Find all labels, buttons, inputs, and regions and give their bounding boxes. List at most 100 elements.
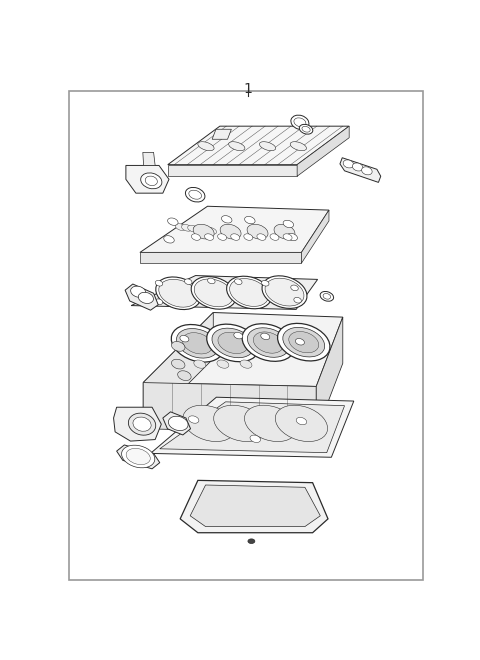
Ellipse shape xyxy=(192,234,201,240)
Ellipse shape xyxy=(259,142,276,150)
Ellipse shape xyxy=(275,405,328,442)
Ellipse shape xyxy=(183,405,235,442)
Ellipse shape xyxy=(206,228,216,234)
Ellipse shape xyxy=(261,333,270,340)
Ellipse shape xyxy=(240,360,252,368)
Ellipse shape xyxy=(227,276,272,309)
Ellipse shape xyxy=(145,176,157,185)
Ellipse shape xyxy=(244,405,297,442)
Ellipse shape xyxy=(242,324,295,361)
Ellipse shape xyxy=(262,280,269,286)
Ellipse shape xyxy=(294,298,301,303)
Polygon shape xyxy=(125,284,158,310)
Ellipse shape xyxy=(217,234,227,240)
Ellipse shape xyxy=(182,333,213,354)
Ellipse shape xyxy=(323,294,331,299)
Polygon shape xyxy=(180,480,328,533)
Ellipse shape xyxy=(289,331,319,353)
Polygon shape xyxy=(297,126,349,176)
Polygon shape xyxy=(212,129,231,139)
Ellipse shape xyxy=(200,227,210,234)
Polygon shape xyxy=(190,485,320,527)
Ellipse shape xyxy=(126,448,150,465)
Ellipse shape xyxy=(177,329,218,358)
Ellipse shape xyxy=(248,539,255,544)
Polygon shape xyxy=(160,402,345,453)
Polygon shape xyxy=(140,253,301,263)
Ellipse shape xyxy=(164,236,174,243)
Ellipse shape xyxy=(262,276,307,308)
Ellipse shape xyxy=(296,417,307,425)
Ellipse shape xyxy=(352,163,363,171)
Ellipse shape xyxy=(320,292,334,301)
Ellipse shape xyxy=(198,142,214,150)
Ellipse shape xyxy=(191,277,236,309)
Polygon shape xyxy=(143,152,155,166)
Ellipse shape xyxy=(155,280,163,286)
Ellipse shape xyxy=(212,328,254,358)
Ellipse shape xyxy=(291,115,309,129)
Ellipse shape xyxy=(159,279,198,307)
Ellipse shape xyxy=(361,167,372,175)
Polygon shape xyxy=(117,445,160,469)
Ellipse shape xyxy=(218,332,248,354)
Polygon shape xyxy=(168,165,297,176)
Ellipse shape xyxy=(229,279,268,306)
Polygon shape xyxy=(114,407,161,441)
Ellipse shape xyxy=(247,224,268,239)
Ellipse shape xyxy=(171,359,185,369)
Ellipse shape xyxy=(270,234,279,240)
Ellipse shape xyxy=(257,234,266,240)
Ellipse shape xyxy=(245,216,255,224)
Ellipse shape xyxy=(217,360,229,368)
Ellipse shape xyxy=(184,279,192,284)
Ellipse shape xyxy=(175,224,186,230)
Ellipse shape xyxy=(155,299,163,304)
Ellipse shape xyxy=(128,413,156,435)
Ellipse shape xyxy=(214,405,266,442)
Ellipse shape xyxy=(283,327,324,357)
Polygon shape xyxy=(340,158,381,182)
Ellipse shape xyxy=(181,224,192,231)
Ellipse shape xyxy=(228,142,245,150)
Ellipse shape xyxy=(188,225,198,232)
Polygon shape xyxy=(301,210,329,263)
Ellipse shape xyxy=(235,279,242,284)
Ellipse shape xyxy=(294,118,306,127)
Ellipse shape xyxy=(156,277,201,310)
Ellipse shape xyxy=(220,224,241,239)
Polygon shape xyxy=(140,206,329,253)
Ellipse shape xyxy=(168,416,188,430)
Ellipse shape xyxy=(131,286,146,297)
Ellipse shape xyxy=(194,226,204,233)
Ellipse shape xyxy=(141,173,162,189)
Polygon shape xyxy=(131,276,318,310)
Ellipse shape xyxy=(221,216,232,223)
Ellipse shape xyxy=(302,126,310,132)
Ellipse shape xyxy=(204,234,214,240)
Ellipse shape xyxy=(171,325,224,362)
Ellipse shape xyxy=(277,323,330,361)
Ellipse shape xyxy=(138,292,154,304)
Ellipse shape xyxy=(189,190,202,199)
Ellipse shape xyxy=(231,234,240,240)
Ellipse shape xyxy=(207,324,259,362)
Ellipse shape xyxy=(121,446,155,468)
Polygon shape xyxy=(163,412,191,435)
Ellipse shape xyxy=(290,142,307,150)
Ellipse shape xyxy=(234,333,243,339)
Polygon shape xyxy=(168,126,349,165)
Ellipse shape xyxy=(265,279,304,306)
Ellipse shape xyxy=(194,360,206,368)
Ellipse shape xyxy=(171,341,185,351)
Polygon shape xyxy=(143,313,343,387)
Ellipse shape xyxy=(180,335,189,342)
Ellipse shape xyxy=(193,224,214,239)
Ellipse shape xyxy=(283,220,294,228)
Ellipse shape xyxy=(283,234,292,240)
Text: 1: 1 xyxy=(243,82,252,96)
Polygon shape xyxy=(143,313,213,429)
Ellipse shape xyxy=(247,328,289,357)
Ellipse shape xyxy=(185,187,205,202)
Ellipse shape xyxy=(168,218,178,225)
